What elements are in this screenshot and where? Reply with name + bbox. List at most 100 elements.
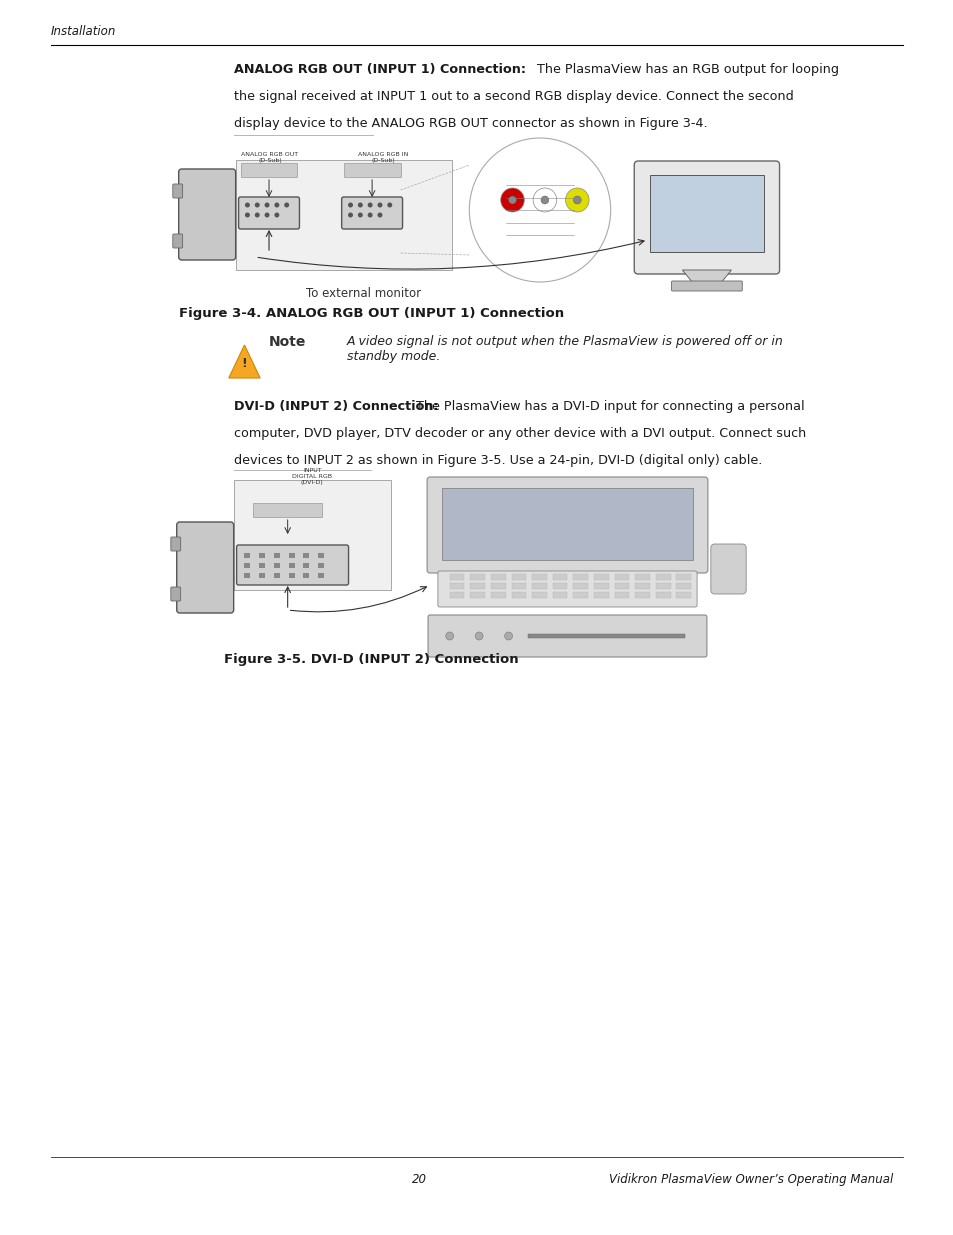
Bar [635,592,649,598]
Bar [594,592,608,598]
Bar [528,634,684,638]
Bar [244,562,250,568]
Bar [303,562,309,568]
Circle shape [245,214,249,217]
Circle shape [349,204,352,206]
Circle shape [349,214,352,217]
Bar [511,583,526,589]
Bar [655,583,670,589]
Text: the signal received at INPUT 1 out to a second RGB display device. Connect the s: the signal received at INPUT 1 out to a … [233,90,793,103]
Text: ANALOG RGB OUT (INPUT 1) Connection:: ANALOG RGB OUT (INPUT 1) Connection: [233,63,525,77]
FancyBboxPatch shape [634,161,779,274]
Bar [491,592,505,598]
Circle shape [255,204,258,206]
FancyBboxPatch shape [671,282,741,291]
Bar [317,573,324,578]
Bar [274,562,279,568]
Bar [289,573,294,578]
Text: The PlasmaView has an RGB output for looping: The PlasmaView has an RGB output for loo… [533,63,839,77]
Text: The PlasmaView has a DVI-D input for connecting a personal: The PlasmaView has a DVI-D input for con… [412,400,804,412]
Bar [289,552,294,558]
Circle shape [388,204,391,206]
Bar [573,592,587,598]
Bar [317,552,324,558]
Bar [491,583,505,589]
Circle shape [358,214,362,217]
FancyBboxPatch shape [441,488,693,559]
Circle shape [565,188,588,212]
Bar [259,562,265,568]
Circle shape [533,188,557,212]
Bar [532,574,546,580]
Bar [470,583,484,589]
Bar [655,574,670,580]
Bar [449,583,464,589]
Circle shape [368,214,372,217]
Bar [532,583,546,589]
Bar [552,583,567,589]
Bar [655,592,670,598]
Circle shape [265,214,269,217]
Text: display device to the ANALOG RGB OUT connector as shown in Figure 3-4.: display device to the ANALOG RGB OUT con… [233,117,706,130]
Circle shape [469,138,610,282]
Bar [635,583,649,589]
Bar [274,573,279,578]
Bar [303,573,309,578]
Text: !: ! [241,357,247,369]
Circle shape [540,196,548,204]
Circle shape [573,196,580,204]
Bar [676,583,691,589]
FancyBboxPatch shape [649,175,763,252]
Text: Figure 3-4. ANALOG RGB OUT (INPUT 1) Connection: Figure 3-4. ANALOG RGB OUT (INPUT 1) Con… [178,308,563,320]
Text: A video signal is not output when the PlasmaView is powered off or in
standby mo: A video signal is not output when the Pl… [346,335,782,363]
FancyBboxPatch shape [171,537,180,551]
Bar [594,583,608,589]
Circle shape [285,204,288,206]
Bar [676,592,691,598]
Polygon shape [229,345,260,378]
Bar [614,592,629,598]
FancyBboxPatch shape [341,198,402,228]
Text: DVI-D (INPUT 2) Connection:: DVI-D (INPUT 2) Connection: [233,400,437,412]
Text: Note: Note [269,335,306,350]
FancyBboxPatch shape [236,545,348,585]
Bar [552,592,567,598]
Text: computer, DVD player, DTV decoder or any other device with a DVI output. Connect: computer, DVD player, DTV decoder or any… [233,427,805,440]
Bar [573,574,587,580]
FancyBboxPatch shape [172,184,182,198]
Bar [449,574,464,580]
Bar [259,552,265,558]
FancyBboxPatch shape [427,477,707,573]
Circle shape [475,632,482,640]
Bar [511,574,526,580]
Circle shape [445,632,453,640]
Circle shape [274,214,278,217]
Text: To external monitor: To external monitor [305,287,420,300]
Circle shape [377,204,381,206]
Bar [244,552,250,558]
Bar [470,574,484,580]
FancyBboxPatch shape [172,233,182,248]
Bar [635,574,649,580]
Bar [614,583,629,589]
Bar [244,573,250,578]
Text: devices to INPUT 2 as shown in Figure 3-5. Use a 24-pin, DVI-D (digital only) ca: devices to INPUT 2 as shown in Figure 3-… [233,454,761,467]
Bar [594,574,608,580]
Bar [470,592,484,598]
Circle shape [255,214,258,217]
Bar [511,592,526,598]
Bar [274,552,279,558]
Bar [532,592,546,598]
Text: Vidikron PlasmaView Owner’s Operating Manual: Vidikron PlasmaView Owner’s Operating Ma… [609,1173,893,1186]
Circle shape [368,204,372,206]
Circle shape [377,214,381,217]
Circle shape [504,632,512,640]
Bar [573,583,587,589]
Text: Installation: Installation [51,25,116,38]
FancyBboxPatch shape [176,522,233,613]
FancyBboxPatch shape [233,480,391,590]
Text: ANALOG RGB OUT
(D-Sub): ANALOG RGB OUT (D-Sub) [241,152,298,163]
FancyBboxPatch shape [178,169,235,261]
Polygon shape [681,270,731,282]
Bar [289,562,294,568]
